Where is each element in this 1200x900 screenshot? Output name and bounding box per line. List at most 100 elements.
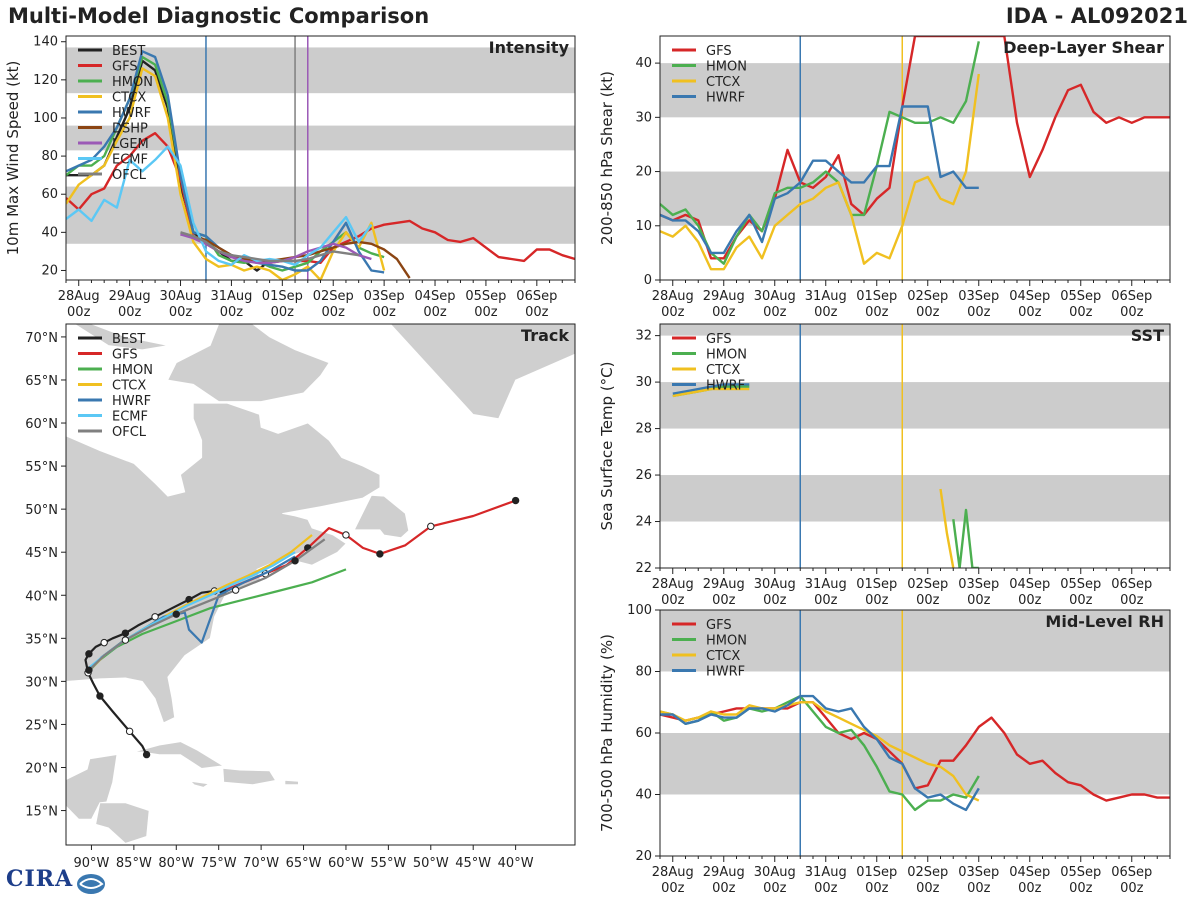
intensity-xtick-date: 29Aug bbox=[109, 289, 151, 304]
track-lon-label: 70°W bbox=[243, 856, 279, 871]
shear-xtick-hour: 00z bbox=[661, 305, 685, 320]
sst-series-ctcx-3 bbox=[939, 488, 955, 568]
sst-ytick-label: 30 bbox=[635, 375, 652, 390]
sst-xtick-hour: 00z bbox=[814, 593, 838, 608]
shear-legend-hwrf: HWRF bbox=[706, 91, 745, 106]
sst-xtick-date: 30Aug bbox=[754, 577, 796, 592]
sst-band-0 bbox=[660, 475, 1170, 522]
shear-xtick-hour: 00z bbox=[763, 305, 787, 320]
track-point-best bbox=[151, 613, 159, 621]
intensity-ylabel: 10m Max Wind Speed (kt) bbox=[4, 61, 22, 256]
panel-track: 15°N 20°N 25°N 30°N 35°N 40°N 45°N 50°N 55°N 60°N… bbox=[25, 323, 576, 871]
intensity-xtick-hour: 00z bbox=[525, 305, 549, 320]
intensity-xtick-hour: 00z bbox=[474, 305, 498, 320]
sst-xtick-hour: 00z bbox=[763, 593, 787, 608]
intensity-xtick-date: 01Sep bbox=[262, 289, 303, 304]
shear-xtick-date: 03Sep bbox=[958, 289, 999, 304]
intensity-xtick-date: 28Aug bbox=[58, 289, 100, 304]
sst-xtick-hour: 00z bbox=[1018, 593, 1042, 608]
sst-legend-hwrf: HWRF bbox=[706, 379, 745, 394]
rh-ylabel: 700-500 hPa Humidity (%) bbox=[598, 634, 616, 832]
intensity-xtick-hour: 00z bbox=[118, 305, 142, 320]
rh-xtick-date: 30Aug bbox=[754, 865, 796, 880]
intensity-xtick-hour: 00z bbox=[271, 305, 295, 320]
land-2 bbox=[167, 324, 330, 402]
storm-id: IDA - AL092021 bbox=[1005, 4, 1188, 28]
track-point-best bbox=[96, 692, 104, 700]
sst-title: SST bbox=[1131, 326, 1164, 345]
cira-swirl-icon bbox=[77, 874, 105, 894]
intensity-legend-hmon: HMON bbox=[112, 75, 153, 90]
track-title: Track bbox=[521, 326, 569, 345]
sst-xtick-date: 05Sep bbox=[1060, 577, 1101, 592]
track-lat-label: 20°N bbox=[25, 761, 58, 776]
sst-xtick-date: 01Sep bbox=[856, 577, 897, 592]
sst-ytick-label: 28 bbox=[635, 422, 652, 437]
rh-legend-hmon: HMON bbox=[706, 634, 747, 649]
track-legend-gfs: GFS bbox=[112, 348, 138, 363]
track-lon-label: 50°W bbox=[413, 856, 449, 871]
swirl-line bbox=[79, 878, 104, 889]
intensity-ytick-label: 100 bbox=[33, 111, 58, 126]
track-lon-label: 55°W bbox=[370, 856, 406, 871]
sst-ytick-label: 24 bbox=[635, 515, 652, 530]
track-point-gfs bbox=[427, 522, 435, 531]
shear-xtick-hour: 00z bbox=[1018, 305, 1042, 320]
intensity-xtick-date: 06Sep bbox=[516, 289, 557, 304]
track-lon-label: 40°W bbox=[498, 856, 534, 871]
track-lat-label: 70°N bbox=[25, 331, 58, 346]
track-lat-label: 60°N bbox=[25, 417, 58, 432]
rh-xtick-hour: 00z bbox=[763, 881, 787, 896]
track-lon-label: 60°W bbox=[328, 856, 364, 871]
shear-xtick-date: 30Aug bbox=[754, 289, 796, 304]
intensity-series-gfs-1 bbox=[66, 131, 575, 264]
shear-xtick-date: 02Sep bbox=[907, 289, 948, 304]
track-point-best bbox=[125, 727, 134, 736]
shear-xtick-hour: 00z bbox=[865, 305, 889, 320]
track-legend-ecmf: ECMF bbox=[112, 410, 148, 425]
intensity-ytick-label: 40 bbox=[41, 225, 58, 240]
swirl-body bbox=[77, 874, 105, 894]
intensity-legend-ecmf: ECMF bbox=[112, 153, 148, 168]
shear-xtick-hour: 00z bbox=[814, 305, 838, 320]
intensity-legend-gfs: GFS bbox=[112, 60, 138, 75]
track-lat-label: 30°N bbox=[25, 675, 58, 690]
track-legend-ofcl: OFCL bbox=[112, 425, 147, 440]
shear-band-0 bbox=[660, 171, 1170, 226]
shear-legend-ctcx: CTCX bbox=[706, 75, 740, 90]
shear-series-ctcx-2 bbox=[660, 73, 980, 271]
track-lon-label: 75°W bbox=[201, 856, 237, 871]
sst-xtick-hour: 00z bbox=[967, 593, 991, 608]
intensity-xtick-hour: 00z bbox=[372, 305, 396, 320]
shear-legend-hmon: HMON bbox=[706, 60, 747, 75]
shear-ytick-label: 0 bbox=[644, 273, 652, 288]
shear-xtick-hour: 00z bbox=[1120, 305, 1144, 320]
shear-legend-gfs: GFS bbox=[706, 44, 732, 59]
intensity-ytick-label: 140 bbox=[33, 35, 58, 50]
intensity-xtick-hour: 00z bbox=[322, 305, 346, 320]
intensity-xtick-date: 31Aug bbox=[210, 289, 252, 304]
track-lat-label: 40°N bbox=[25, 589, 58, 604]
track-frame bbox=[65, 323, 576, 846]
shear-xtick-hour: 00z bbox=[967, 305, 991, 320]
intensity-legend-dshp: DSHP bbox=[112, 122, 148, 137]
rh-xtick-date: 03Sep bbox=[958, 865, 999, 880]
intensity-xtick-date: 05Sep bbox=[465, 289, 506, 304]
track-lat-label: 65°N bbox=[25, 374, 58, 389]
intensity-xtick-hour: 00z bbox=[169, 305, 193, 320]
sst-ytick-label: 26 bbox=[635, 468, 652, 483]
sst-legend-ctcx: CTCX bbox=[706, 363, 740, 378]
rh-xtick-hour: 00z bbox=[1018, 881, 1042, 896]
rh-xtick-date: 04Sep bbox=[1009, 865, 1050, 880]
sst-xtick-hour: 00z bbox=[1069, 593, 1093, 608]
sst-xtick-date: 03Sep bbox=[958, 577, 999, 592]
rh-xtick-date: 02Sep bbox=[907, 865, 948, 880]
track-lon-label: 45°W bbox=[455, 856, 491, 871]
sst-series-hmon-4 bbox=[952, 508, 979, 568]
intensity-ytick-label: 60 bbox=[41, 187, 58, 202]
shear-series-hwrf-3 bbox=[660, 105, 979, 255]
rh-xtick-date: 05Sep bbox=[1060, 865, 1101, 880]
intensity-xtick-date: 30Aug bbox=[160, 289, 202, 304]
intensity-xtick-hour: 00z bbox=[423, 305, 447, 320]
